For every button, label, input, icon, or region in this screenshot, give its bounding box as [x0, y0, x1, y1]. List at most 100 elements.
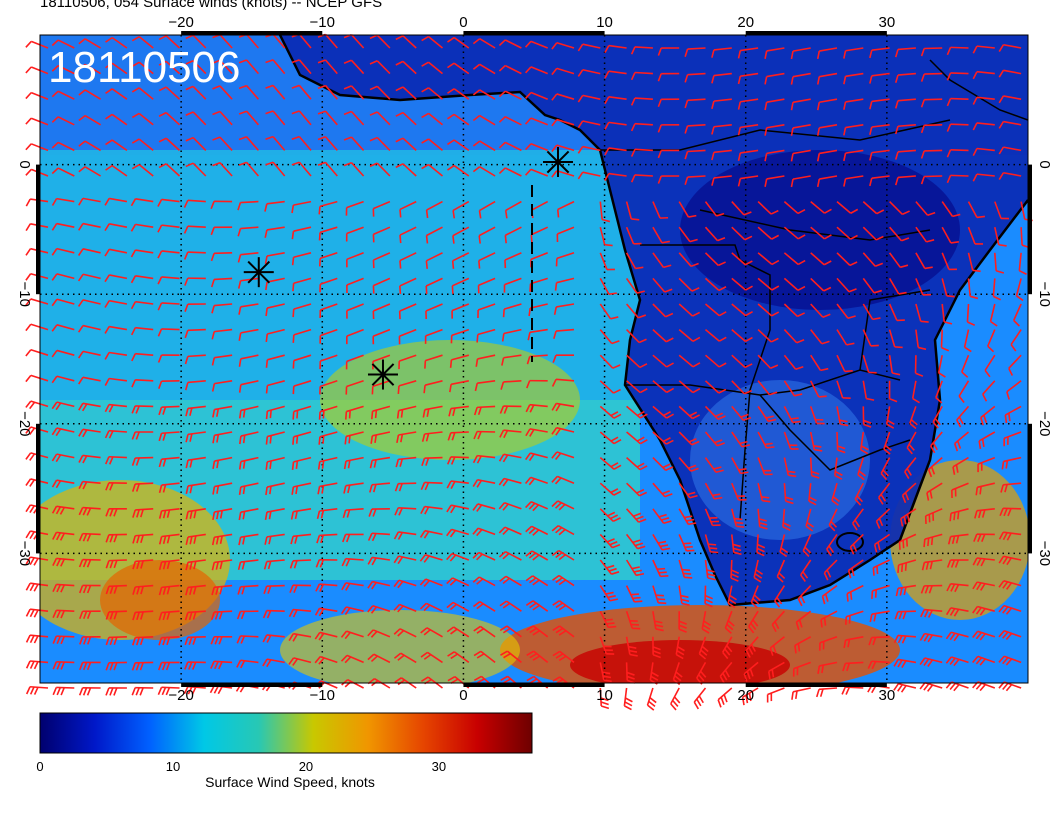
wind-barb	[998, 555, 1022, 566]
wind-barb	[915, 278, 931, 296]
wind-barb	[657, 149, 680, 159]
wind-barb	[748, 610, 759, 634]
wind-barb	[1018, 252, 1027, 275]
date-stamp: 18110506	[48, 43, 241, 92]
wind-barb	[237, 226, 259, 237]
wind-barb	[472, 576, 496, 587]
wind-barb	[753, 559, 764, 583]
wind-barb	[626, 431, 648, 445]
wind-barb	[369, 482, 390, 493]
wind-barb	[828, 508, 838, 532]
wind-barb	[998, 531, 1022, 541]
wind-barb	[783, 200, 806, 215]
wind-barb	[972, 173, 995, 182]
wind-barb	[630, 122, 653, 132]
wind-barb	[289, 584, 312, 594]
wind-barb	[78, 506, 101, 516]
wind-barb	[501, 328, 522, 342]
wind-barb	[319, 277, 338, 293]
wind-barb	[130, 275, 154, 284]
wind-barb	[499, 625, 522, 638]
wind-barb	[972, 605, 996, 616]
wind-barb	[212, 85, 233, 100]
wind-barb	[551, 426, 575, 436]
wind-barb	[862, 252, 884, 268]
wind-barb	[291, 456, 312, 470]
frame-bar-bottom	[745, 683, 887, 687]
wind-barb	[810, 200, 832, 214]
lon-tick-label-bottom: 20	[737, 687, 754, 704]
wind-barb	[946, 582, 969, 593]
wind-barb	[843, 98, 864, 110]
wind-barb	[318, 226, 338, 241]
wind-barb	[425, 252, 443, 269]
wind-barb	[158, 482, 180, 494]
wind-barb	[131, 112, 154, 126]
wind-barb	[51, 324, 75, 332]
wind-barb	[158, 533, 180, 545]
wind-barb	[556, 226, 575, 242]
wind-barb	[652, 508, 672, 524]
wind-barb	[599, 687, 610, 710]
frame-bar-right	[1028, 423, 1032, 554]
wind-barb	[105, 507, 127, 517]
wind-barb	[318, 431, 338, 445]
wind-barb	[528, 303, 548, 317]
wind-barb	[398, 303, 417, 320]
wind-barb	[367, 604, 391, 614]
wind-barb	[878, 482, 891, 505]
wind-barb	[372, 226, 391, 243]
wind-barb	[684, 149, 706, 160]
wind-barb	[657, 98, 680, 108]
wind-barb	[630, 174, 653, 183]
wind-barb	[78, 166, 102, 177]
wind-barb	[211, 533, 233, 546]
wind-barb	[625, 585, 643, 603]
wind-barb	[722, 636, 733, 660]
wind-barb	[678, 226, 698, 243]
wind-barb	[972, 147, 995, 157]
wind-barb	[341, 557, 364, 567]
wind-barb	[652, 636, 661, 659]
wind-barb	[265, 380, 285, 394]
wind-barb	[678, 508, 697, 526]
lon-tick-label-top: 0	[459, 14, 467, 31]
lon-tick-label-bottom: −10	[310, 687, 335, 704]
wind-barb	[25, 685, 49, 695]
wind-barb	[499, 600, 522, 612]
wind-barb	[236, 659, 259, 669]
wind-barb	[395, 137, 417, 151]
wind-barb	[104, 197, 128, 206]
wind-barb	[915, 329, 927, 351]
wind-barb	[998, 146, 1022, 155]
wind-barb	[319, 354, 338, 370]
wind-barb	[843, 636, 864, 649]
wind-barb	[51, 273, 75, 281]
wind-barb	[25, 400, 49, 410]
wind-barb	[212, 508, 233, 521]
wind-barb	[626, 405, 648, 419]
wind-barb	[847, 559, 864, 579]
wind-barb	[852, 508, 864, 531]
wind-barb	[210, 277, 233, 288]
wind-barb	[802, 534, 812, 558]
wind-barb	[51, 349, 75, 358]
wind-barb	[888, 226, 910, 242]
colorbar-tick-label: 20	[298, 759, 314, 774]
wind-barb	[105, 584, 127, 595]
wind-barb	[684, 124, 706, 134]
wind-barb	[731, 201, 752, 216]
wind-barb	[920, 584, 943, 594]
wind-barb	[265, 135, 286, 151]
wind-barb	[51, 505, 75, 515]
frame-bar-right	[1028, 164, 1032, 295]
wind-barb	[704, 457, 724, 474]
wind-barb	[889, 201, 910, 216]
wind-barb	[369, 136, 391, 151]
wind-barb	[809, 431, 823, 452]
wind-barb	[967, 252, 981, 273]
wind-barb	[843, 47, 864, 59]
wind-barb	[525, 428, 548, 437]
colorbar	[39, 712, 533, 754]
wind-barb	[424, 328, 443, 344]
